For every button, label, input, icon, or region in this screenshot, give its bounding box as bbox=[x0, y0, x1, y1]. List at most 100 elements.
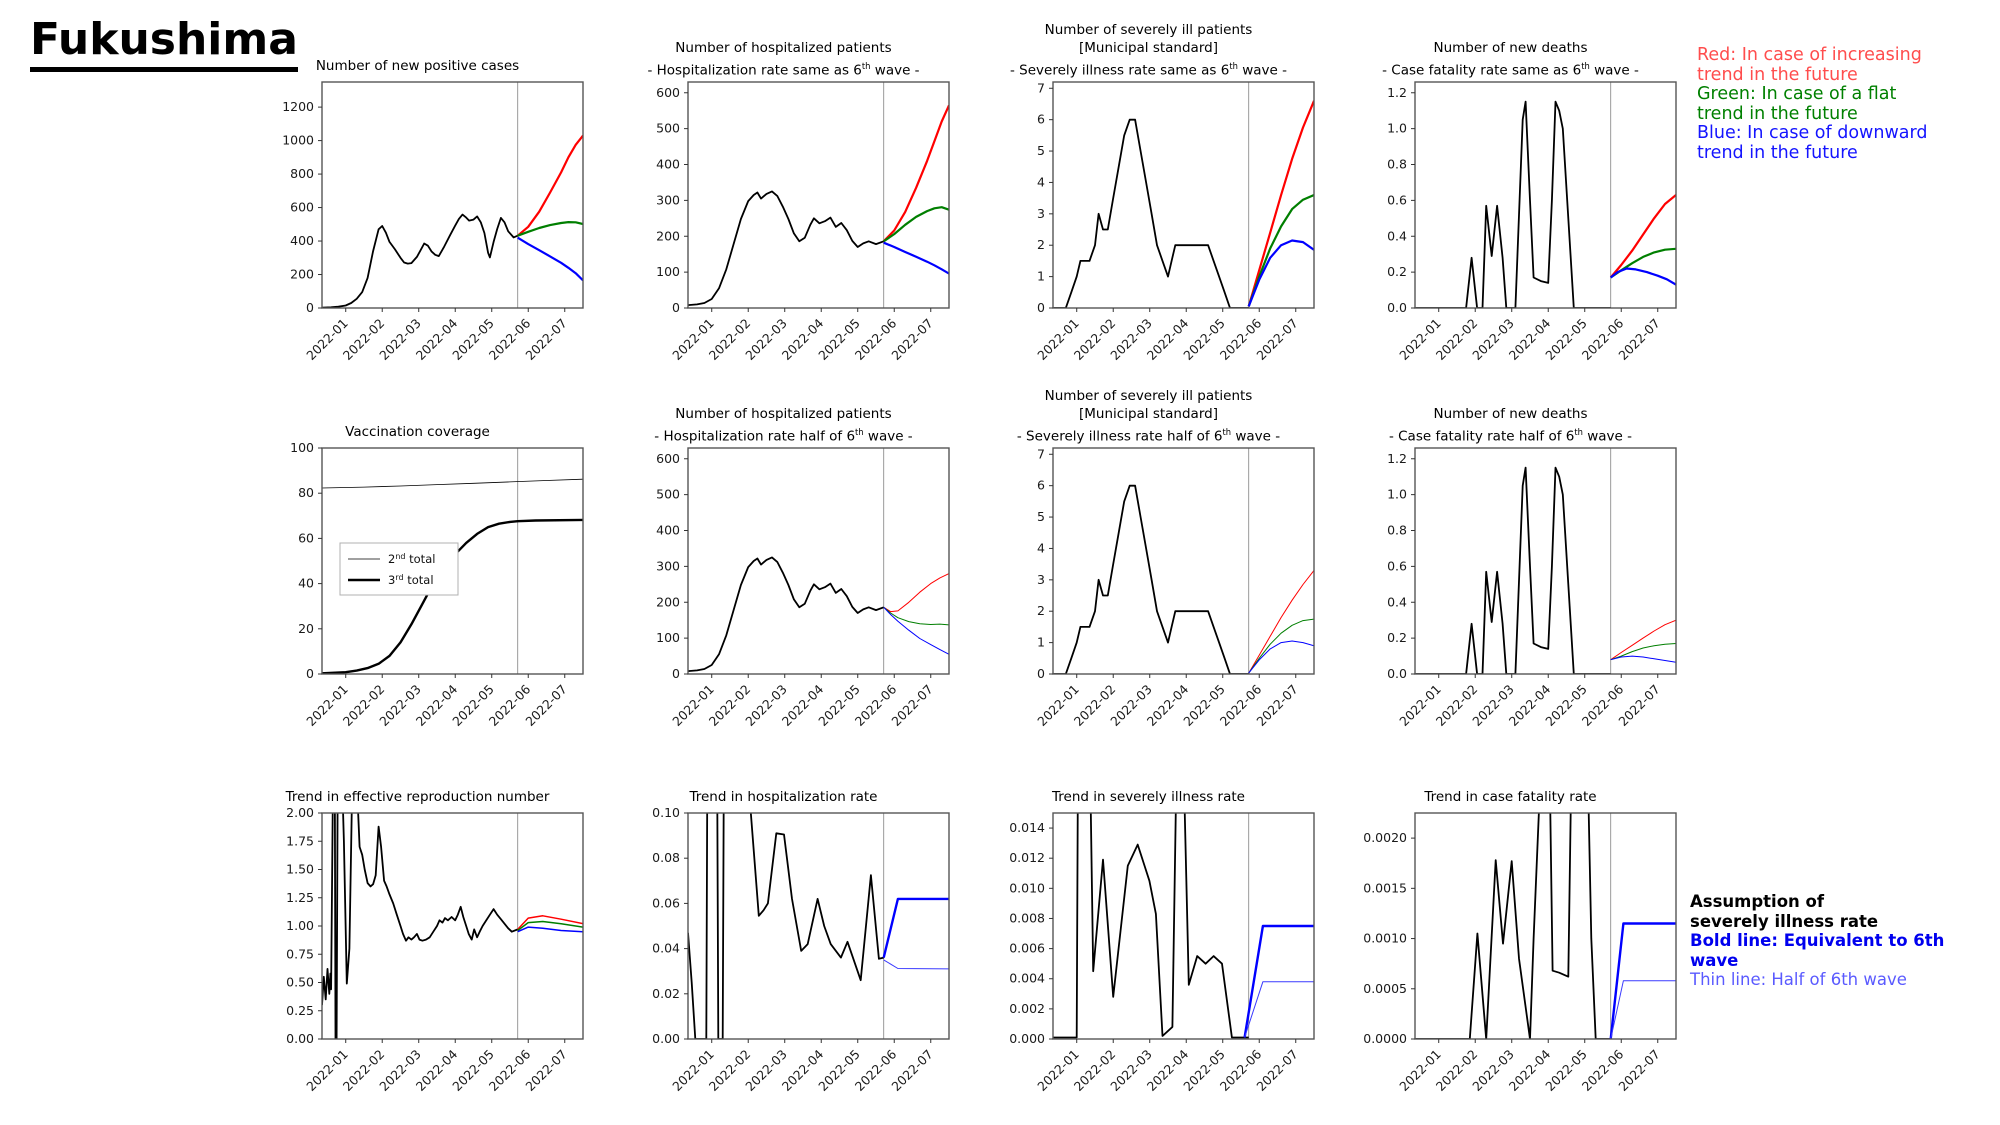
y-tick-label: 500 bbox=[656, 487, 680, 502]
plot-frame bbox=[321, 812, 584, 1040]
plot-frame bbox=[1052, 812, 1315, 1040]
series-flat_trend-line bbox=[1610, 247, 1676, 279]
y-tick-label: 0 bbox=[672, 300, 680, 315]
y-tick-label: 6 bbox=[1037, 112, 1045, 127]
y-tick-label: 0.0010 bbox=[1363, 931, 1407, 946]
y-tick-label: 6 bbox=[1037, 478, 1045, 493]
series-observed-line bbox=[1415, 100, 1611, 308]
y-tick-label: 0.00 bbox=[652, 1031, 680, 1046]
chart-canvas: 0.000.250.500.751.001.251.501.752.002022… bbox=[286, 805, 584, 1094]
series-flat_trend-line bbox=[517, 221, 583, 237]
chart-title: Vaccination coverage bbox=[345, 424, 490, 440]
series-downward_trend-line bbox=[517, 926, 583, 933]
y-tick-label: 0.010 bbox=[1009, 880, 1045, 895]
series-observed-line bbox=[688, 190, 885, 306]
chart-title: Trend in hospitalization rate bbox=[689, 789, 878, 805]
vaccination-legend-label: 3rd total bbox=[388, 573, 434, 587]
y-tick-label: 4 bbox=[1037, 540, 1045, 555]
y-tick-label: 200 bbox=[656, 228, 680, 243]
chart-title: Number of hospitalized patients - Hospita… bbox=[647, 40, 920, 79]
chart-severely-ill-same-as-6th: Number of severely ill patients [Municipa… bbox=[983, 2, 1334, 386]
series-equivalent_to_6th_wave-line bbox=[882, 897, 949, 958]
chart-canvas: 012345672022-012022-022022-032022-042022… bbox=[1034, 80, 1315, 363]
y-tick-label: 2.00 bbox=[286, 805, 314, 820]
chart-canvas: 012345672022-012022-022022-032022-042022… bbox=[1034, 446, 1315, 729]
series-flat_trend-line bbox=[517, 920, 583, 932]
chart-new-deaths-half-of-6th: Number of new deaths - Case fatality rate… bbox=[1345, 368, 1696, 752]
chart-title: Number of new deaths - Case fatality rate… bbox=[1388, 406, 1633, 445]
series-downward_trend-line bbox=[517, 236, 583, 282]
series-downward_trend-line bbox=[883, 606, 949, 655]
y-tick-label: 0.6 bbox=[1387, 558, 1407, 573]
y-tick-label: 0 bbox=[672, 666, 680, 681]
y-tick-label: 2 bbox=[1037, 237, 1045, 252]
y-tick-label: 100 bbox=[290, 440, 314, 455]
y-tick-label: 100 bbox=[656, 264, 680, 279]
y-tick-label: 400 bbox=[656, 523, 680, 538]
series-increasing_trend-line bbox=[517, 915, 583, 930]
y-tick-label: 5 bbox=[1037, 509, 1045, 524]
y-tick-label: 2 bbox=[1037, 603, 1045, 618]
chart-title: Number of hospitalized patients - Hospita… bbox=[654, 406, 913, 445]
chart-new-positive-cases: Number of new positive cases 0 200 400 600 80… bbox=[252, 2, 603, 386]
chart-hospitalization-rate: Trend in hospitalization rate 0.00 0.02 0.0… bbox=[618, 733, 969, 1117]
series-half_of_6th_wave-line bbox=[1610, 980, 1676, 1039]
y-tick-label: 200 bbox=[656, 594, 680, 609]
chart-title: Number of new deaths - Case fatality rate… bbox=[1382, 40, 1639, 79]
y-tick-label: 0.006 bbox=[1009, 941, 1045, 956]
y-tick-label: 200 bbox=[290, 267, 314, 282]
chart-hospitalized-same-as-6th: Number of hospitalized patients - Hospita… bbox=[618, 2, 969, 386]
legend-green-scenario: Green: In case of a flat trend in the fu… bbox=[1697, 84, 1897, 124]
plot-frame bbox=[1414, 447, 1677, 675]
scenario-color-legend: Red: In case of increasing trend in the … bbox=[1697, 45, 1997, 163]
series-half_of_6th_wave-line bbox=[1244, 981, 1314, 1038]
legend-blue-scenario: Blue: In case of downward trend in the f… bbox=[1697, 123, 1928, 163]
chart-canvas: 0.00000.00050.00100.00150.00202022-01202… bbox=[1363, 812, 1677, 1094]
y-tick-label: 0.002 bbox=[1009, 1001, 1045, 1016]
chart-title: Number of new positive cases bbox=[315, 58, 520, 74]
y-tick-label: 0.8 bbox=[1387, 523, 1407, 538]
series-observed-line bbox=[688, 813, 884, 1039]
chart-title: Number of severely ill patients [Municipa… bbox=[1009, 22, 1287, 79]
y-tick-label: 60 bbox=[298, 530, 314, 545]
series-observed-line bbox=[1053, 813, 1249, 1039]
chart-severely-ill-half-of-6th: Number of severely ill patients [Municipa… bbox=[983, 368, 1334, 752]
series-observed-line bbox=[1053, 484, 1249, 674]
y-tick-label: 1.0 bbox=[1387, 121, 1407, 136]
y-tick-label: 0.0015 bbox=[1363, 880, 1407, 895]
y-tick-label: 0.75 bbox=[286, 946, 314, 961]
series-downward_trend-line bbox=[1610, 655, 1676, 663]
chart-title: Trend in effective reproduction number bbox=[285, 789, 550, 805]
plot-frame bbox=[1052, 81, 1315, 309]
plot-frame bbox=[321, 81, 584, 309]
assumption-legend: Assumption of severely illness rate Bold… bbox=[1690, 892, 1990, 990]
chart-title: Trend in case fatality rate bbox=[1424, 789, 1597, 805]
y-tick-label: 0 bbox=[1037, 666, 1045, 681]
y-tick-label: 300 bbox=[656, 558, 680, 573]
series-observed-line bbox=[1415, 466, 1611, 674]
chart-canvas: 01002003004005006002022-012022-022022-03… bbox=[656, 81, 950, 363]
series-flat_trend-line bbox=[1248, 618, 1314, 674]
y-tick-label: 500 bbox=[656, 121, 680, 136]
y-tick-label: 7 bbox=[1037, 80, 1045, 95]
series-increasing_trend-line bbox=[516, 134, 583, 237]
y-tick-label: 0.0005 bbox=[1363, 981, 1407, 996]
y-tick-label: 0.2 bbox=[1387, 630, 1407, 645]
y-tick-label: 1.25 bbox=[286, 890, 314, 905]
series-increasing_trend-line bbox=[883, 573, 949, 613]
chart-canvas: 0.00.20.40.60.81.01.22022-012022-022022-… bbox=[1387, 81, 1677, 363]
series-equivalent_to_6th_wave-line bbox=[1609, 922, 1676, 1039]
y-tick-label: 800 bbox=[290, 166, 314, 181]
series-observed-line bbox=[688, 556, 885, 672]
series-flat_trend-line bbox=[883, 206, 949, 243]
y-tick-label: 100 bbox=[656, 630, 680, 645]
y-tick-label: 40 bbox=[298, 576, 314, 591]
y-tick-label: 400 bbox=[290, 233, 314, 248]
chart-case-fatality-rate: Trend in case fatality rate 0.0000 0.0005 0… bbox=[1345, 733, 1696, 1117]
series-downward_trend-line bbox=[883, 241, 949, 275]
chart-canvas: 01002003004005006002022-012022-022022-03… bbox=[656, 447, 950, 729]
series-observed-line bbox=[1415, 813, 1611, 1039]
y-tick-label: 0.012 bbox=[1009, 850, 1045, 865]
y-tick-label: 1.75 bbox=[286, 833, 314, 848]
chart-canvas: 0.000 0.002 0.004 0.006 0.008 0.010 0.012 0.014… bbox=[1009, 812, 1315, 1094]
